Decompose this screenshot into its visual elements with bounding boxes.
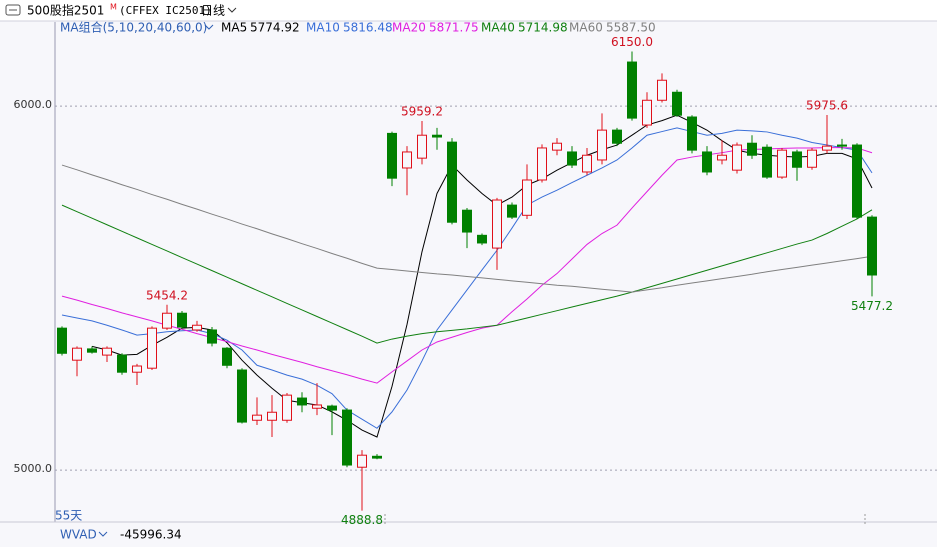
legend-name: MA10 <box>306 21 340 35</box>
legend-value: 5871.75 <box>429 21 479 35</box>
candle-body <box>507 204 517 218</box>
candle-body <box>177 312 187 328</box>
candle-body <box>717 154 727 161</box>
instrument-title: 500股指2501 <box>27 3 104 18</box>
legend-name: MA5 <box>221 21 247 35</box>
candle-body <box>702 151 712 173</box>
candle-body <box>72 347 82 361</box>
candle-body <box>342 409 352 466</box>
candle-body <box>627 61 637 119</box>
ma-line <box>61 127 873 429</box>
candle-body <box>657 79 667 101</box>
candle-body <box>147 327 157 369</box>
candle-body <box>477 234 487 244</box>
candle-body <box>852 144 862 218</box>
candle-body <box>747 142 757 156</box>
candle-body <box>732 144 742 171</box>
candle-body <box>372 455 382 459</box>
candle-body <box>537 147 547 181</box>
candle-body <box>432 134 442 138</box>
price-annotation: 6150.0 <box>611 35 653 49</box>
ma-group[interactable]: MA组合(5,10,20,40,60,0) <box>60 20 207 35</box>
candle-body <box>792 151 802 168</box>
candle-body <box>612 129 622 144</box>
candle-body <box>267 411 277 421</box>
days-label: 55天 <box>55 509 82 523</box>
candle-body <box>417 134 427 159</box>
candle-body <box>192 324 202 331</box>
indicator-value: -45996.34 <box>120 528 182 542</box>
candle-body <box>402 151 412 169</box>
candle-body <box>837 144 847 147</box>
candle-body <box>252 414 262 421</box>
candle-body <box>777 149 787 178</box>
candle-body <box>297 397 307 406</box>
candle-body <box>447 141 457 223</box>
indicator-chevron[interactable] <box>98 531 108 537</box>
ma-line <box>61 147 873 384</box>
price-annotation: 4888.8 <box>341 513 383 527</box>
ma-line <box>91 114 873 438</box>
price-annotation: 5454.2 <box>146 288 188 302</box>
ma-line <box>61 164 873 293</box>
header-bar <box>0 0 937 21</box>
candle-body <box>87 348 97 353</box>
candle-body <box>132 365 142 373</box>
candle-body <box>522 179 532 216</box>
period-chevron[interactable] <box>227 7 237 13</box>
candle-body <box>642 99 652 126</box>
candle-body <box>207 329 217 344</box>
price-annotation: 5477.2 <box>851 299 893 313</box>
legend-value: 5774.92 <box>250 21 300 35</box>
candle-body <box>672 91 682 116</box>
indicator-name[interactable]: WVAD <box>60 528 97 542</box>
candle-body <box>117 354 127 373</box>
title-badge: M <box>110 3 117 12</box>
candle-body <box>552 142 562 151</box>
candle-body <box>162 312 172 329</box>
candle-body <box>237 369 247 423</box>
candle-body <box>822 145 832 151</box>
candle-body <box>807 149 817 168</box>
candle-body <box>357 454 367 468</box>
candle-body <box>282 394 292 421</box>
y-tick-label: 5000.0 <box>14 462 53 475</box>
legend-name: MA40 <box>481 21 515 35</box>
icon-frame <box>5 4 21 16</box>
ma-line <box>61 204 873 344</box>
legend-name: MA60 <box>569 21 603 35</box>
candle-body <box>387 132 397 179</box>
ma-chevron[interactable] <box>204 24 214 30</box>
legend-value: 5714.98 <box>518 21 568 35</box>
legend-value: 5587.50 <box>606 21 656 35</box>
price-annotation: 5959.2 <box>401 104 443 118</box>
candle-body <box>57 327 67 354</box>
price-annotation: 5975.6 <box>806 98 848 112</box>
header-icon[interactable] <box>5 4 21 16</box>
candle-body <box>597 129 607 161</box>
candle-body <box>312 404 322 409</box>
candle-body <box>582 154 592 173</box>
candle-body <box>492 199 502 249</box>
candle-body <box>462 209 472 233</box>
instrument-code: (CFFEX IC2501) <box>119 4 212 17</box>
candle-body <box>327 405 337 411</box>
candle-body <box>687 116 697 151</box>
candle-body <box>867 216 877 276</box>
legend-value: 5816.48 <box>343 21 393 35</box>
candle-body <box>102 347 112 356</box>
legend-name: MA20 <box>392 21 426 35</box>
period[interactable]: 日线 <box>201 4 225 18</box>
y-tick-label: 6000.0 <box>14 98 53 111</box>
candle-body <box>567 151 577 166</box>
candle-body <box>762 146 772 178</box>
candle-body <box>222 347 232 366</box>
